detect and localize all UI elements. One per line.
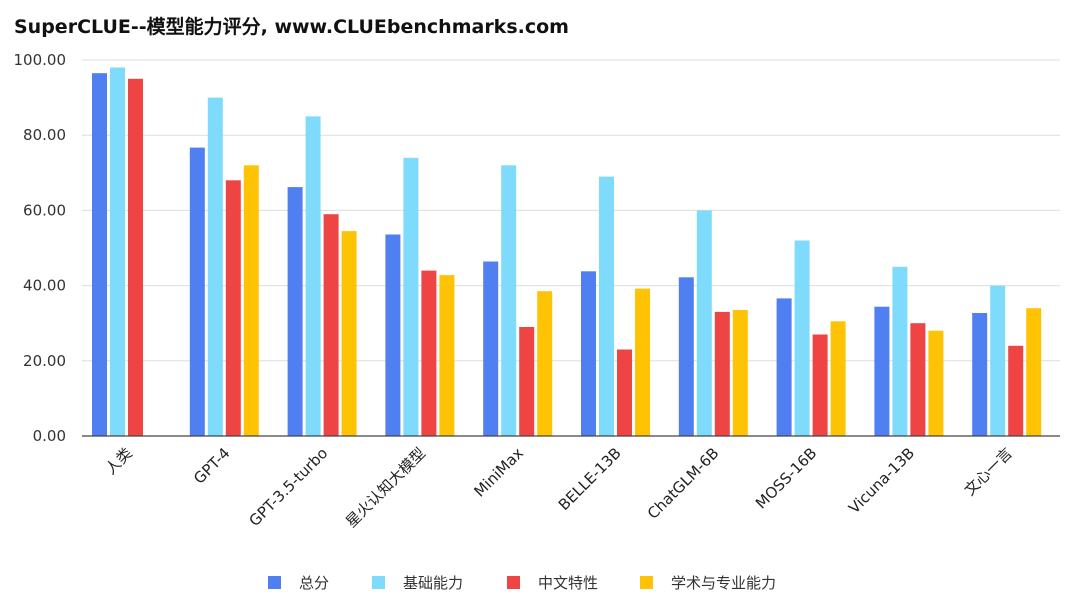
legend-label: 中文特性 (538, 573, 599, 592)
x-tick-label: 星火认知大模型 (342, 444, 429, 531)
bar (483, 261, 499, 436)
bar (501, 165, 517, 437)
x-tick-label: MiniMax (471, 444, 528, 501)
bar (323, 214, 339, 436)
legend: 总分 基础能力 中文特性 学术与专业能力 (0, 570, 1080, 594)
bar (537, 291, 553, 436)
legend-item[interactable]: 总分 (268, 570, 329, 594)
bar (678, 277, 694, 436)
bar (830, 321, 846, 436)
bar (990, 285, 1006, 436)
bar (189, 147, 205, 436)
bar (403, 157, 419, 437)
legend-label: 学术与专业能力 (671, 573, 777, 592)
x-tick-label: GPT-3.5-turbo (245, 444, 331, 530)
legend-item[interactable]: 学术与专业能力 (640, 570, 776, 594)
bar (305, 116, 321, 437)
y-tick-label: 0.00 (33, 427, 66, 445)
bar (1008, 345, 1024, 436)
bar (519, 327, 535, 436)
bar (243, 165, 259, 437)
y-tick-label: 20.00 (23, 352, 66, 370)
bar (910, 323, 926, 436)
legend-label: 总分 (299, 573, 330, 592)
y-tick-label: 100.00 (14, 51, 67, 69)
legend-item[interactable]: 基础能力 (372, 570, 463, 594)
x-tick-label: BELLE-13B (555, 444, 625, 514)
bar (635, 288, 650, 436)
bar (287, 187, 303, 436)
bar (207, 97, 223, 436)
bars (92, 67, 1042, 437)
bar (110, 67, 125, 436)
x-tick-label: 文心一言 (961, 444, 1016, 499)
bar (599, 176, 614, 436)
x-tick-label: Vicuna-13B (845, 444, 918, 517)
bar (696, 210, 712, 436)
legend-swatch (640, 575, 653, 589)
x-tick-label: MOSS-16B (752, 444, 820, 512)
bar (341, 231, 357, 436)
bar (928, 330, 944, 436)
bar (776, 298, 792, 436)
bar (972, 313, 988, 436)
bar (225, 180, 241, 436)
bar (794, 240, 810, 436)
chart-title: SuperCLUE--模型能力评分, www.CLUEbenchmarks.co… (14, 16, 569, 38)
y-tick-label: 80.00 (23, 126, 66, 144)
x-tick-label: GPT-4 (190, 444, 233, 487)
bar (1026, 308, 1042, 436)
bar (439, 275, 455, 436)
bar (92, 73, 107, 436)
legend-swatch (268, 575, 281, 589)
bar (812, 334, 828, 436)
bar (892, 266, 908, 436)
bar (617, 349, 632, 436)
bar (714, 311, 730, 436)
x-tick-label: 人类 (102, 444, 136, 478)
legend-label: 基础能力 (403, 573, 464, 592)
bar-chart: 0.00 20.00 40.00 60.00 80.00 100.00 人类 GPT-4 GP… (14, 51, 1060, 531)
bar (421, 270, 437, 436)
y-tick-label: 60.00 (23, 201, 66, 219)
y-axis-ticks: 0.00 20.00 40.00 60.00 80.00 100.00 (14, 51, 67, 445)
legend-swatch (507, 575, 520, 589)
bar (874, 306, 890, 436)
bar (128, 78, 143, 437)
bar (732, 310, 748, 436)
x-tick-label: ChatGLM-6B (644, 444, 723, 523)
legend-swatch (372, 575, 385, 589)
legend-item[interactable]: 中文特性 (507, 570, 598, 594)
x-axis-labels: 人类 GPT-4 GPT-3.5-turbo 星火认知大模型 MiniMax BELLE-… (102, 444, 1016, 531)
bar (385, 234, 401, 436)
bar (581, 271, 596, 436)
y-tick-label: 40.00 (23, 277, 66, 295)
